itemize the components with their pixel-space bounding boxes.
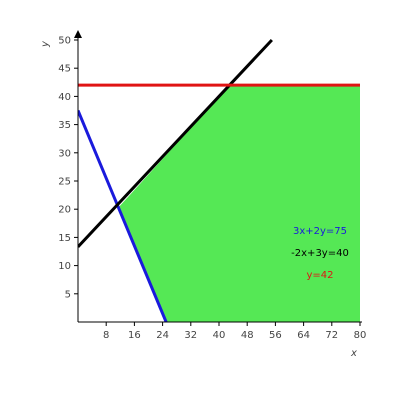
y-tick-label-35: 35: [58, 120, 71, 131]
y-tick-label-10: 10: [58, 261, 71, 272]
y-tick-label-20: 20: [58, 205, 71, 216]
x-tick-label-48: 48: [241, 330, 254, 341]
line-neg2x-3y-40: [78, 38, 273, 248]
y-axis-label: y: [40, 40, 51, 48]
feasible-region-layer: [118, 85, 360, 323]
legend-entry-y-42: y=42: [306, 270, 333, 281]
legend: 3x+2y=75 -2x+3y=40 y=42: [291, 226, 349, 281]
x-tick-label-24: 24: [156, 330, 169, 341]
y-tick-label-30: 30: [58, 148, 71, 159]
x-tick-label-56: 56: [269, 330, 282, 341]
x-tick-label-64: 64: [297, 330, 310, 341]
y-tick-label-25: 25: [58, 177, 71, 188]
x-tick-label-80: 80: [354, 330, 367, 341]
y-axis-arrow: [74, 30, 82, 38]
feasible-region: [118, 85, 360, 323]
line-3x-2y-75: [78, 109, 168, 322]
x-tick-label-16: 16: [128, 330, 141, 341]
y-tick-label-15: 15: [58, 233, 71, 244]
y-tick-label-45: 45: [58, 64, 71, 75]
y-tick-label-40: 40: [58, 92, 71, 103]
legend-entry-neg2x-3y-40: -2x+3y=40: [291, 248, 349, 259]
ticks: 8 16 24 32 40 48 56 64 72 80 5 10 15 20 25 30 35 40 45 50: [58, 36, 366, 342]
x-tick-label-72: 72: [325, 330, 338, 341]
x-tick-label-32: 32: [184, 330, 197, 341]
constraint-lines-layer: [78, 38, 360, 322]
y-tick-label-5: 5: [65, 289, 71, 300]
x-axis-label: x: [350, 348, 357, 359]
x-tick-label-40: 40: [213, 330, 226, 341]
x-tick-label-8: 8: [103, 330, 109, 341]
axes: [74, 30, 362, 323]
legend-entry-3x-2y-75: 3x+2y=75: [293, 226, 347, 237]
y-tick-label-50: 50: [58, 36, 71, 47]
